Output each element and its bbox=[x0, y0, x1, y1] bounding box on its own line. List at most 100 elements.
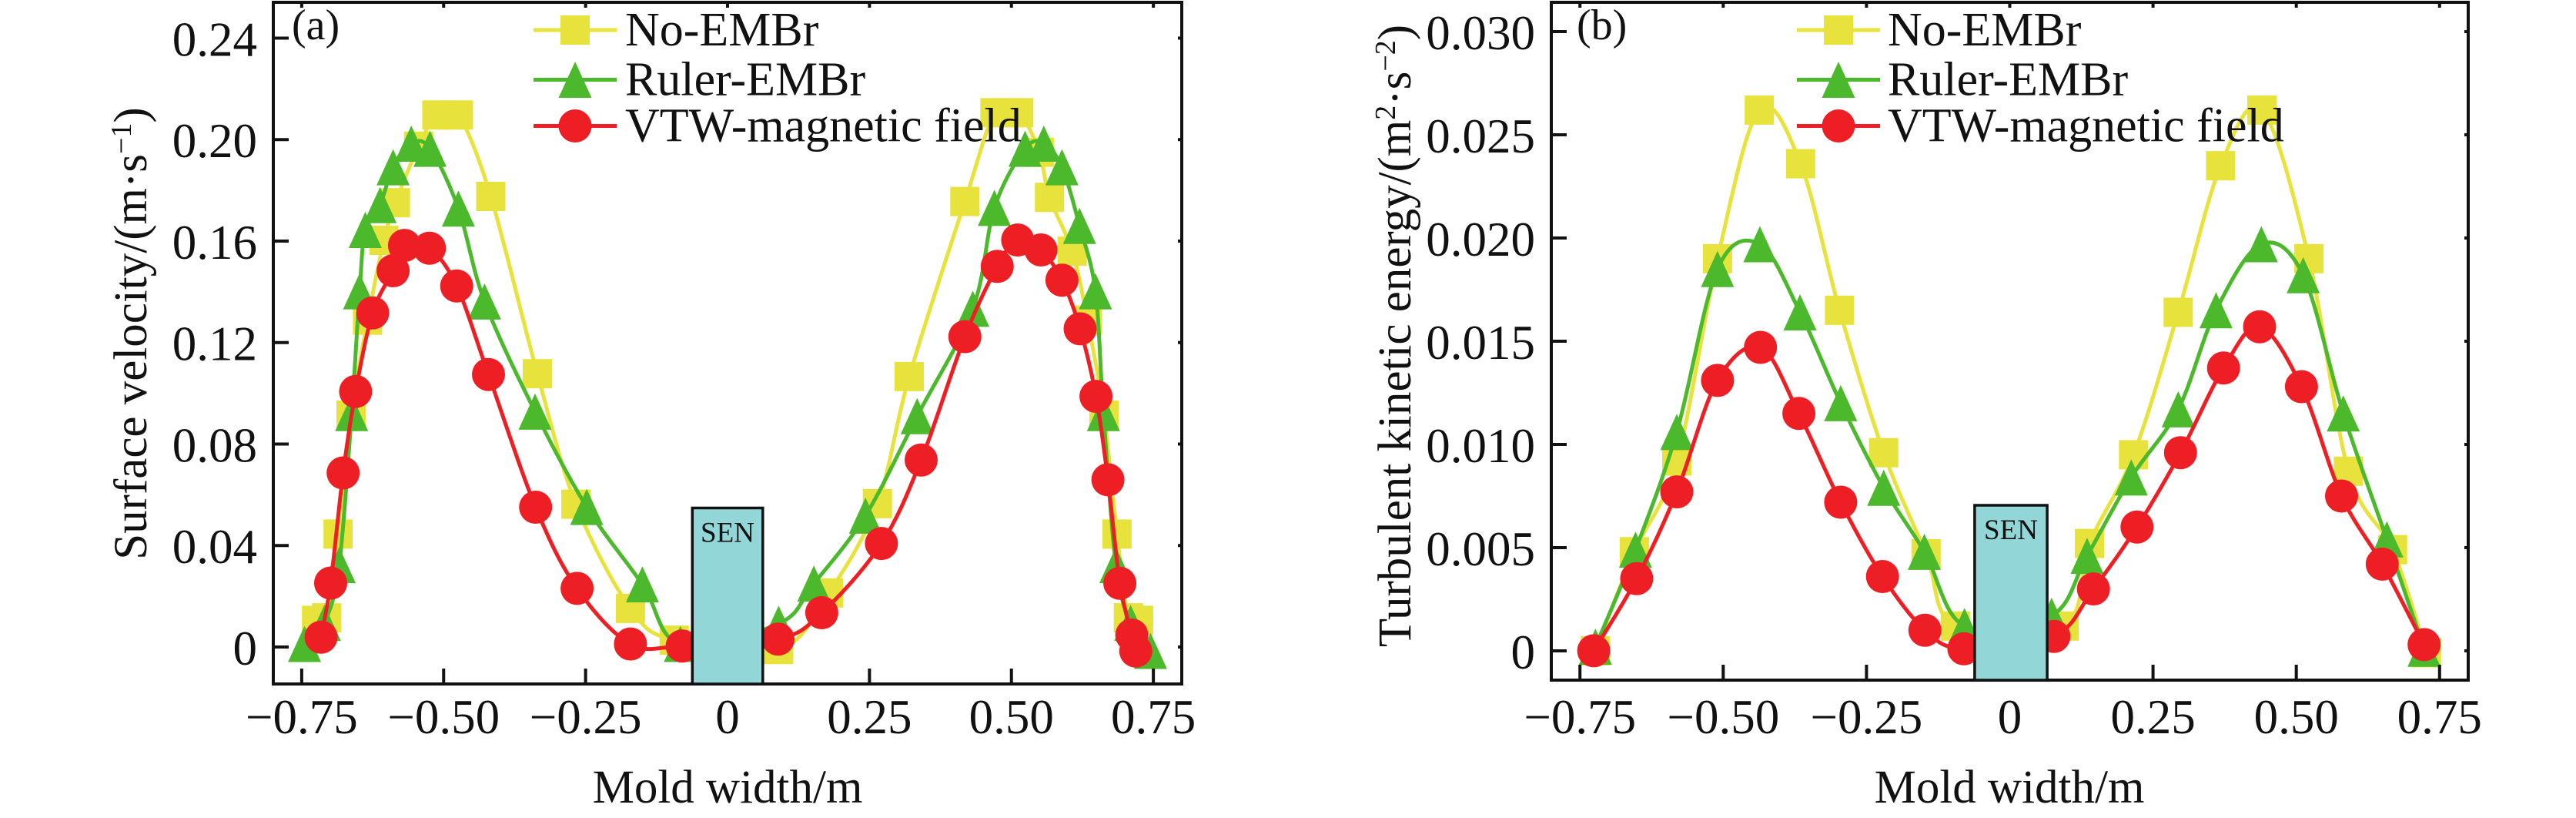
marker-circle bbox=[440, 269, 473, 303]
y-tick-label: 0.16 bbox=[172, 216, 257, 270]
marker-triangle bbox=[797, 565, 831, 602]
marker-circle bbox=[1079, 380, 1113, 414]
marker-triangle bbox=[2161, 391, 2195, 427]
marker-circle bbox=[1782, 397, 1816, 431]
marker-circle bbox=[1045, 263, 1079, 297]
marker-square bbox=[1868, 437, 1899, 468]
marker-triangle bbox=[2070, 538, 2104, 575]
marker-triangle bbox=[1783, 293, 1817, 330]
marker-circle bbox=[326, 456, 360, 490]
marker-circle bbox=[519, 491, 553, 524]
marker-circle bbox=[980, 250, 1014, 283]
marker-square bbox=[1825, 295, 1855, 325]
marker-triangle bbox=[441, 190, 475, 227]
y-tick-label: 0.20 bbox=[172, 114, 257, 168]
marker-circle bbox=[2325, 479, 2358, 513]
marker-circle bbox=[805, 596, 838, 629]
marker-circle bbox=[2120, 510, 2154, 544]
marker-square bbox=[895, 361, 924, 391]
y-tick-label: 0 bbox=[1511, 625, 1536, 679]
x-tick-label: −0.75 bbox=[1524, 690, 1636, 744]
y-tick-label: 0.025 bbox=[1426, 109, 1535, 163]
marker-circle bbox=[314, 566, 347, 600]
marker-triangle bbox=[2199, 292, 2233, 329]
legend-label: Ruler-EMBr bbox=[1888, 54, 2129, 106]
marker-square bbox=[443, 100, 473, 130]
panel-tag: (a) bbox=[292, 2, 340, 49]
marker-circle bbox=[1091, 463, 1125, 497]
marker-circle bbox=[2365, 547, 2399, 581]
marker-circle bbox=[376, 254, 410, 287]
y-tick-label: 0.030 bbox=[1426, 6, 1535, 60]
x-tick-label: −0.50 bbox=[387, 690, 500, 744]
marker-circle bbox=[560, 572, 594, 605]
sen-box: SEN bbox=[691, 506, 764, 686]
marker-circle bbox=[761, 622, 795, 656]
legend-item-vtw-magnetic-field: VTW-magnetic field bbox=[1797, 100, 2284, 153]
marker-triangle bbox=[978, 189, 1012, 226]
marker-circle bbox=[1947, 632, 1981, 665]
marker-triangle bbox=[1045, 149, 1079, 186]
marker-triangle bbox=[467, 283, 501, 320]
marker-square bbox=[522, 359, 552, 389]
marker-circle bbox=[1822, 109, 1855, 142]
panel-tag: (b) bbox=[1577, 2, 1627, 49]
marker-circle bbox=[1063, 312, 1097, 346]
legend-label: VTW-magnetic field bbox=[625, 100, 1022, 153]
marker-circle bbox=[1701, 364, 1735, 397]
y-tick-label: 0.015 bbox=[1426, 316, 1535, 370]
x-tick-label: 0.50 bbox=[969, 690, 1054, 744]
marker-square bbox=[2163, 297, 2193, 327]
marker-circle bbox=[387, 229, 421, 263]
marker-circle bbox=[2284, 370, 2318, 404]
x-tick-label: −0.25 bbox=[1811, 690, 1923, 744]
y-tick-label: 0.010 bbox=[1426, 419, 1535, 473]
y-axis-title: Surface velocity/(m·s−1​) bbox=[105, 107, 157, 560]
x-tick-label: 0.75 bbox=[2397, 690, 2482, 744]
y-axis-title: Turbulent kinetic energy/(m2​·s−2​) bbox=[1370, 25, 1421, 647]
series-vtw-magnetic-field bbox=[304, 223, 1153, 668]
marker-triangle bbox=[288, 625, 322, 662]
x-tick-label: 0 bbox=[715, 690, 740, 744]
legend-label: No-EMBr bbox=[625, 4, 819, 56]
marker-square bbox=[2247, 95, 2277, 125]
x-tick-label: 0.75 bbox=[1111, 690, 1196, 744]
marker-circle bbox=[665, 629, 699, 663]
legend-item-vtw-magnetic-field: VTW-magnetic field bbox=[534, 100, 1022, 153]
marker-triangle bbox=[1079, 273, 1112, 310]
marker-triangle bbox=[2327, 395, 2360, 432]
marker-circle bbox=[2243, 310, 2277, 344]
marker-circle bbox=[1024, 233, 1058, 267]
marker-triangle bbox=[2244, 226, 2278, 263]
sen-box-label: SEN bbox=[1984, 515, 2038, 546]
ticks bbox=[1551, 2, 2468, 680]
marker-square bbox=[1004, 98, 1034, 128]
series-markers-vtw-magnetic-field bbox=[1577, 310, 2441, 668]
marker-square bbox=[1824, 15, 1853, 45]
marker-square bbox=[2206, 151, 2236, 181]
marker-triangle bbox=[1062, 207, 1096, 244]
x-tick-label: 0.25 bbox=[827, 690, 912, 744]
marker-triangle bbox=[1660, 414, 1694, 451]
x-tick-label: −0.75 bbox=[246, 690, 358, 744]
panel-b: −0.75 −0.50 −0.25 0 0.25 0.50 0.75 0 0.005 0.010 0… bbox=[1370, 1, 2482, 813]
marker-triangle bbox=[1027, 125, 1061, 162]
y-tick-label: 0 bbox=[233, 622, 258, 676]
y-tick-label: 0.08 bbox=[172, 418, 257, 472]
x-tick-label: 0 bbox=[1998, 690, 2022, 744]
marker-square bbox=[1035, 183, 1065, 213]
legend-label: No-EMBr bbox=[1888, 4, 2082, 56]
marker-triangle bbox=[1701, 250, 1735, 287]
marker-triangle bbox=[1086, 394, 1120, 431]
marker-circle bbox=[413, 231, 447, 265]
marker-triangle bbox=[1908, 533, 1942, 570]
marker-triangle bbox=[558, 62, 592, 98]
marker-triangle bbox=[848, 497, 882, 534]
legend-item-no-embr: No-EMBr bbox=[534, 4, 819, 56]
marker-square bbox=[560, 15, 590, 45]
legend-item-no-embr: No-EMBr bbox=[1797, 4, 2082, 56]
marker-circle bbox=[1865, 560, 1899, 593]
